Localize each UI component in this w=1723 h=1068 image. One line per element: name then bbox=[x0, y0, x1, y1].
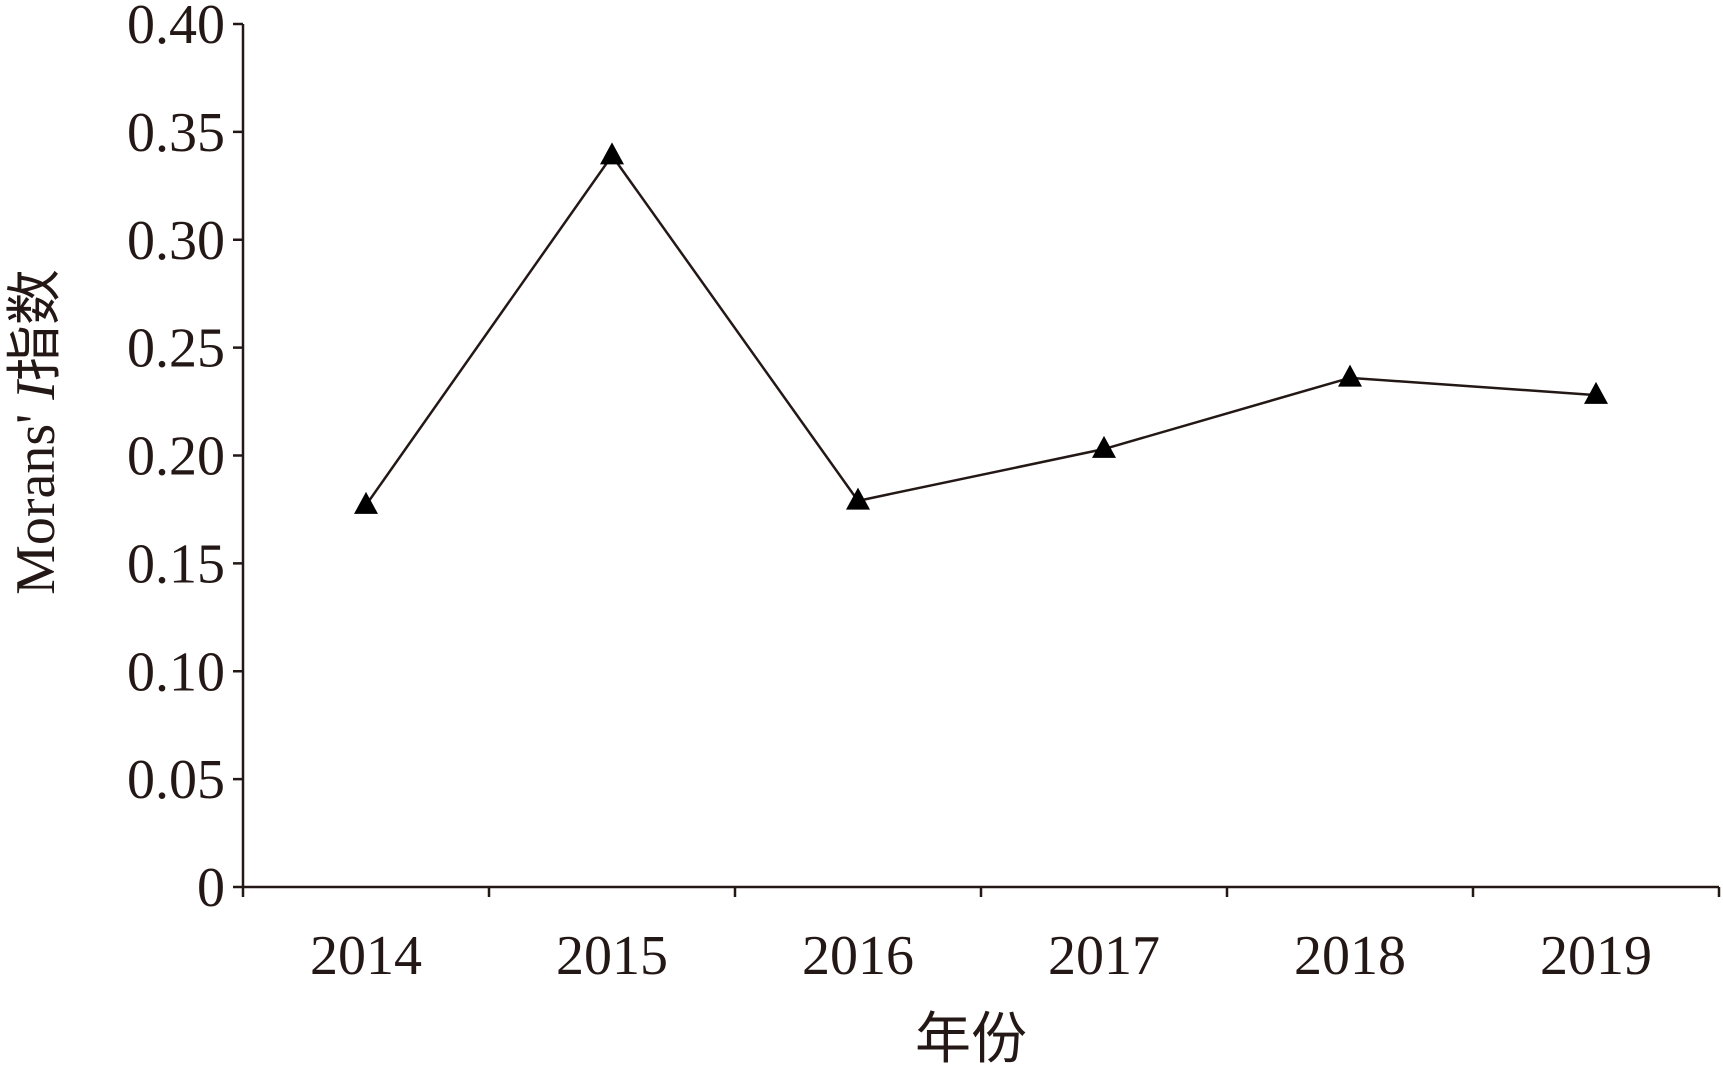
y-tick-label: 0.15 bbox=[127, 533, 225, 595]
y-tick-label: 0.40 bbox=[127, 0, 225, 56]
data-point-marker bbox=[354, 491, 378, 514]
x-axis-title: 年份 bbox=[915, 1009, 1027, 1068]
series bbox=[354, 142, 1608, 514]
x-tick-label: 2018 bbox=[1294, 925, 1406, 987]
x-tick-label: 2017 bbox=[1048, 925, 1160, 987]
y-tick-label: 0.25 bbox=[127, 318, 225, 380]
x-tick-label: 2016 bbox=[802, 925, 914, 987]
data-point-marker bbox=[1584, 381, 1608, 404]
x-ticks: 2014 2015 2016 2017 2018 2019 bbox=[241, 887, 1721, 987]
y-tick-label: 0.35 bbox=[127, 102, 225, 164]
y-axis-title: Morans' I指数 bbox=[5, 269, 67, 595]
axes: 00.050.100.150.200.250.300.350.40 2014 20… bbox=[127, 0, 1721, 987]
x-tick-label: 2019 bbox=[1540, 925, 1652, 987]
y-tick-label: 0 bbox=[197, 857, 225, 919]
y-axis-title-suffix: 指数 bbox=[5, 269, 67, 381]
y-ticks: 0 0.05 0.10 0.15 0.20 0.25 0.30 0.35 0.40 bbox=[127, 0, 243, 919]
y-tick-label: 0.30 bbox=[127, 210, 225, 272]
y-axis-title-italic: I bbox=[5, 379, 67, 401]
data-point-marker bbox=[1092, 435, 1116, 458]
data-point-marker bbox=[846, 487, 870, 510]
y-axis-title-prefix: Morans' bbox=[5, 400, 67, 595]
x-tick-label: 2014 bbox=[310, 925, 422, 987]
series-line bbox=[364, 153, 1597, 506]
y-tick-label: 0.10 bbox=[127, 641, 225, 703]
data-point-marker bbox=[600, 142, 624, 165]
x-tick-label: 2015 bbox=[556, 925, 668, 987]
y-tick-label: 0.20 bbox=[127, 426, 225, 488]
y-tick-label: 0.05 bbox=[127, 749, 225, 811]
data-point-marker bbox=[1338, 364, 1362, 387]
